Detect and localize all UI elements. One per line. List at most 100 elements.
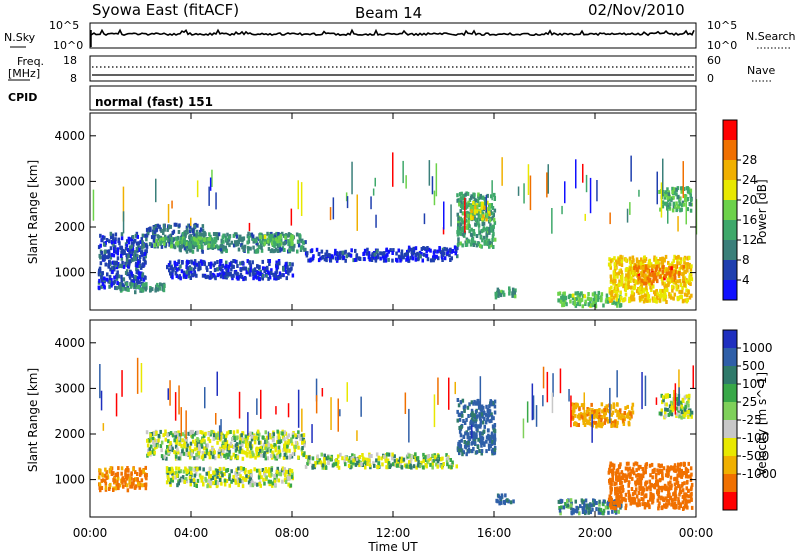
heatmap-cell — [458, 412, 462, 417]
heatmap-cell — [169, 265, 172, 270]
heatmap-cell — [104, 486, 108, 490]
heatmap-cell — [241, 456, 245, 461]
heatmap-cell — [631, 492, 635, 497]
heatmap-cell — [485, 233, 489, 238]
heatmap-cell — [148, 446, 152, 451]
heatmap-cell — [185, 230, 189, 235]
heatmap-cell — [267, 469, 271, 474]
heatmap-cell — [627, 271, 630, 276]
heatmap-cell — [202, 438, 205, 443]
heatmap-cell — [292, 246, 295, 251]
heatmap-cell — [142, 252, 145, 257]
heatmap-streak — [433, 190, 436, 206]
heatmap-cell — [648, 485, 651, 490]
heatmap-cell — [572, 510, 575, 515]
heatmap-cell — [246, 435, 250, 440]
heatmap-cell — [640, 497, 643, 501]
heatmap-cell — [635, 494, 639, 499]
heatmap-cell — [676, 270, 679, 275]
heatmap-cell — [230, 240, 234, 245]
heatmap-cell — [304, 247, 307, 252]
heatmap-cell — [659, 485, 662, 490]
freq-right-tick-bottom: 0 — [707, 72, 714, 85]
heatmap-cell — [193, 456, 196, 461]
heatmap-cell — [204, 454, 207, 459]
heatmap-cell — [632, 294, 635, 298]
heatmap-cell — [216, 474, 219, 479]
heatmap-cell — [182, 272, 186, 277]
heatmap-cell — [675, 187, 678, 192]
heatmap-cell — [670, 412, 674, 417]
heatmap-cell — [619, 462, 622, 467]
heatmap-cell — [585, 409, 589, 414]
heatmap-cell — [685, 293, 689, 298]
heatmap-cell — [642, 471, 645, 475]
heatmap-cell — [184, 466, 187, 471]
heatmap-cell — [98, 253, 102, 258]
heatmap-cell — [268, 262, 271, 266]
heatmap-cell — [267, 479, 271, 484]
heatmap-cell — [397, 248, 401, 253]
heatmap-cell — [259, 445, 263, 450]
heatmap-cell — [244, 276, 247, 281]
heatmap-cell — [598, 410, 601, 415]
heatmap-cell — [154, 228, 158, 233]
heatmap-cell — [185, 270, 189, 275]
heatmap-cell — [414, 257, 418, 262]
heatmap-cell — [221, 264, 224, 269]
heatmap-cell — [109, 482, 112, 487]
heatmap-cell — [609, 404, 613, 409]
heatmap-cell — [104, 262, 108, 267]
heatmap-cell — [660, 488, 664, 493]
heatmap-cell — [220, 238, 224, 243]
heatmap-cell — [295, 232, 299, 237]
heatmap-cell — [484, 211, 488, 216]
heatmap-cell — [668, 466, 672, 471]
heatmap-cell — [465, 417, 468, 422]
heatmap-cell — [671, 208, 675, 213]
heatmap-cell — [202, 446, 206, 451]
heatmap-cell — [651, 296, 655, 301]
heatmap-cell — [271, 241, 274, 246]
heatmap-cell — [181, 475, 185, 480]
heatmap-cell — [670, 502, 673, 507]
heatmap-cell — [188, 235, 191, 240]
heatmap-cell — [632, 258, 635, 263]
heatmap-cell — [191, 429, 195, 434]
heatmap-cell — [267, 270, 270, 275]
heatmap-cell — [620, 416, 623, 421]
heatmap-cell — [261, 259, 265, 264]
heatmap-cell — [285, 270, 288, 274]
heatmap-cell — [621, 489, 624, 494]
heatmap-cell — [633, 490, 636, 494]
heatmap-cell — [296, 239, 300, 244]
heatmap-cell — [639, 261, 643, 266]
heatmap-cell — [271, 248, 274, 253]
power-ylabel: Slant Range [km] — [26, 160, 40, 264]
heatmap-cell — [152, 226, 156, 231]
heatmap-cell — [474, 222, 477, 227]
heatmap-cell — [641, 259, 645, 264]
heatmap-cell — [263, 472, 267, 477]
heatmap-cell — [467, 414, 470, 418]
heatmap-cell — [201, 273, 205, 278]
heatmap-cell — [240, 448, 244, 453]
heatmap-cell — [198, 263, 201, 268]
heatmap-cell — [160, 244, 164, 249]
heatmap-cell — [163, 238, 167, 243]
heatmap-cell — [477, 242, 480, 247]
heatmap-cell — [218, 264, 221, 269]
heatmap-cell — [635, 487, 638, 492]
heatmap-cell — [635, 289, 639, 294]
heatmap-cell — [225, 468, 228, 473]
heatmap-cell — [344, 462, 347, 467]
heatmap-cell — [584, 414, 587, 419]
heatmap-cell — [124, 475, 128, 480]
heatmap-cell — [278, 248, 282, 253]
heatmap-cell — [616, 420, 619, 425]
heatmap-cell — [351, 453, 354, 458]
heatmap-cell — [290, 441, 294, 446]
heatmap-cell — [278, 452, 282, 457]
heatmap-cell — [307, 258, 310, 263]
heatmap-cell — [461, 220, 465, 225]
